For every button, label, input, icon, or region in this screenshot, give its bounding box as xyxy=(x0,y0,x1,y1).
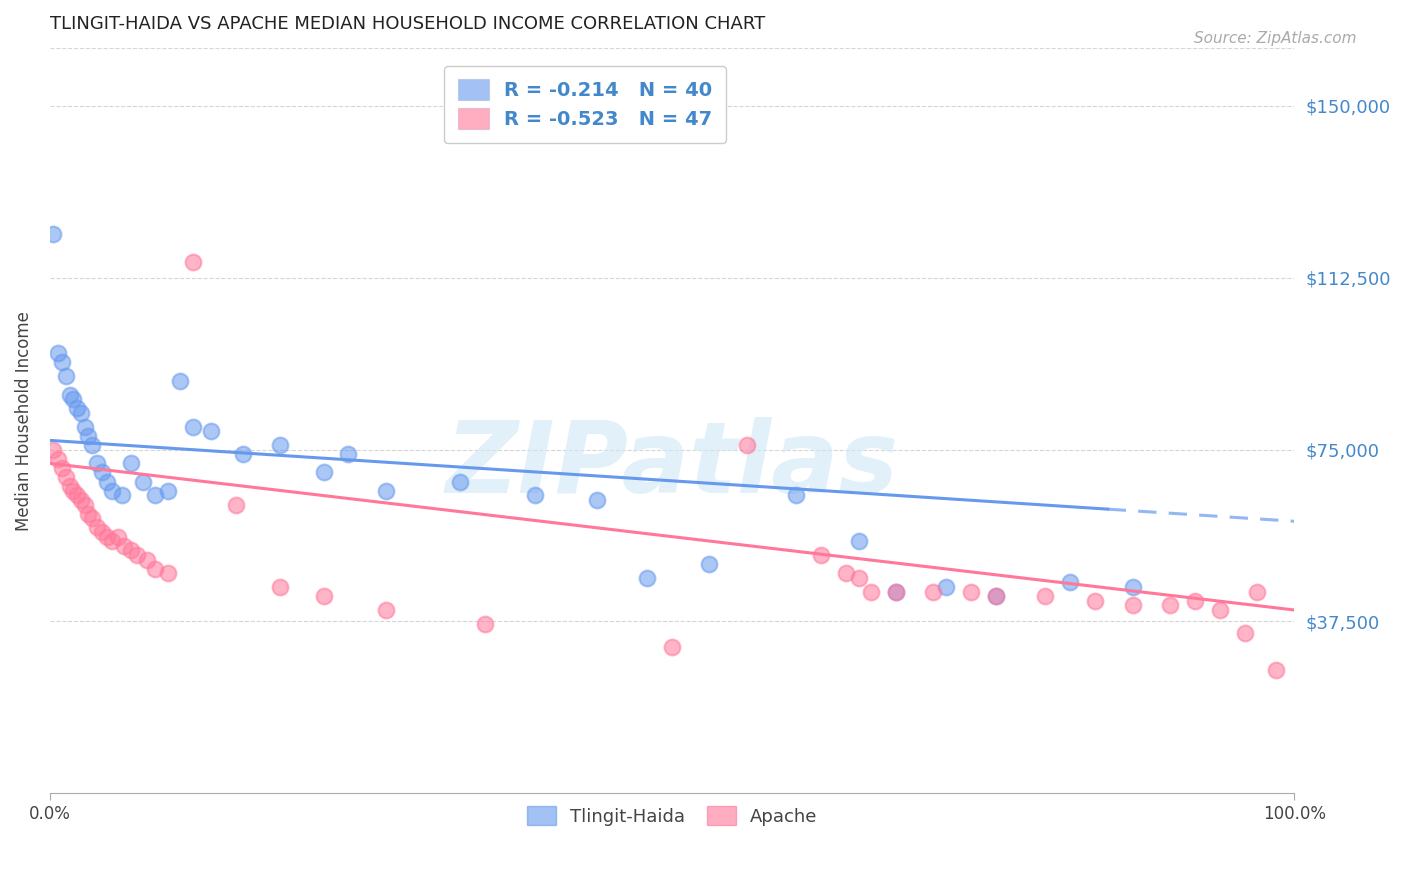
Point xyxy=(91,466,114,480)
Point xyxy=(636,571,658,585)
Point xyxy=(86,520,108,534)
Point xyxy=(312,589,335,603)
Point xyxy=(984,589,1007,603)
Point xyxy=(374,483,396,498)
Point xyxy=(1035,589,1057,603)
Point xyxy=(1184,594,1206,608)
Point xyxy=(232,447,254,461)
Point xyxy=(337,447,360,461)
Point xyxy=(55,369,77,384)
Point xyxy=(1122,599,1144,613)
Point xyxy=(145,488,167,502)
Text: TLINGIT-HAIDA VS APACHE MEDIAN HOUSEHOLD INCOME CORRELATION CHART: TLINGIT-HAIDA VS APACHE MEDIAN HOUSEHOLD… xyxy=(49,15,765,33)
Point xyxy=(66,401,89,416)
Point xyxy=(449,475,471,489)
Point xyxy=(1233,626,1256,640)
Point xyxy=(80,438,103,452)
Point xyxy=(169,374,191,388)
Point xyxy=(86,456,108,470)
Point xyxy=(42,442,65,457)
Point xyxy=(1246,584,1268,599)
Point xyxy=(96,530,118,544)
Point xyxy=(312,466,335,480)
Point xyxy=(135,552,157,566)
Point xyxy=(111,488,134,502)
Point xyxy=(48,451,70,466)
Point xyxy=(699,557,721,571)
Point xyxy=(96,475,118,489)
Point xyxy=(125,548,148,562)
Point xyxy=(66,488,89,502)
Point xyxy=(959,584,981,599)
Point xyxy=(181,419,204,434)
Point xyxy=(51,461,73,475)
Point xyxy=(984,589,1007,603)
Point xyxy=(101,483,124,498)
Point xyxy=(156,566,179,581)
Point xyxy=(181,254,204,268)
Point xyxy=(145,562,167,576)
Point xyxy=(58,479,80,493)
Point xyxy=(112,539,135,553)
Legend: Tlingit-Haida, Apache: Tlingit-Haida, Apache xyxy=(516,795,828,837)
Point xyxy=(884,584,907,599)
Point xyxy=(42,227,65,241)
Y-axis label: Median Household Income: Median Household Income xyxy=(15,311,32,531)
Point xyxy=(884,584,907,599)
Point xyxy=(156,483,179,498)
Point xyxy=(107,530,129,544)
Point xyxy=(848,534,870,549)
Point xyxy=(1209,603,1232,617)
Point xyxy=(62,483,84,498)
Point xyxy=(269,438,291,452)
Point xyxy=(225,498,247,512)
Point xyxy=(374,603,396,617)
Point xyxy=(200,424,222,438)
Point xyxy=(120,456,142,470)
Text: Source: ZipAtlas.com: Source: ZipAtlas.com xyxy=(1194,31,1357,46)
Point xyxy=(58,387,80,401)
Point xyxy=(786,488,808,502)
Point xyxy=(101,534,124,549)
Point xyxy=(77,429,100,443)
Point xyxy=(91,524,114,539)
Point xyxy=(269,580,291,594)
Point xyxy=(586,493,609,508)
Point xyxy=(835,566,858,581)
Point xyxy=(69,493,91,508)
Point xyxy=(132,475,155,489)
Point xyxy=(51,355,73,369)
Point xyxy=(80,511,103,525)
Text: ZIPatlas: ZIPatlas xyxy=(446,417,898,514)
Point xyxy=(474,616,496,631)
Point xyxy=(120,543,142,558)
Point xyxy=(55,470,77,484)
Point xyxy=(73,498,96,512)
Point xyxy=(735,438,758,452)
Point xyxy=(1159,599,1181,613)
Point xyxy=(810,548,832,562)
Point xyxy=(661,640,683,654)
Point xyxy=(1264,663,1286,677)
Point xyxy=(69,406,91,420)
Point xyxy=(77,507,100,521)
Point xyxy=(73,419,96,434)
Point xyxy=(1059,575,1081,590)
Point xyxy=(860,584,883,599)
Point xyxy=(935,580,957,594)
Point xyxy=(922,584,945,599)
Point xyxy=(48,346,70,360)
Point xyxy=(62,392,84,406)
Point xyxy=(1084,594,1107,608)
Point xyxy=(524,488,547,502)
Point xyxy=(1122,580,1144,594)
Point xyxy=(848,571,870,585)
